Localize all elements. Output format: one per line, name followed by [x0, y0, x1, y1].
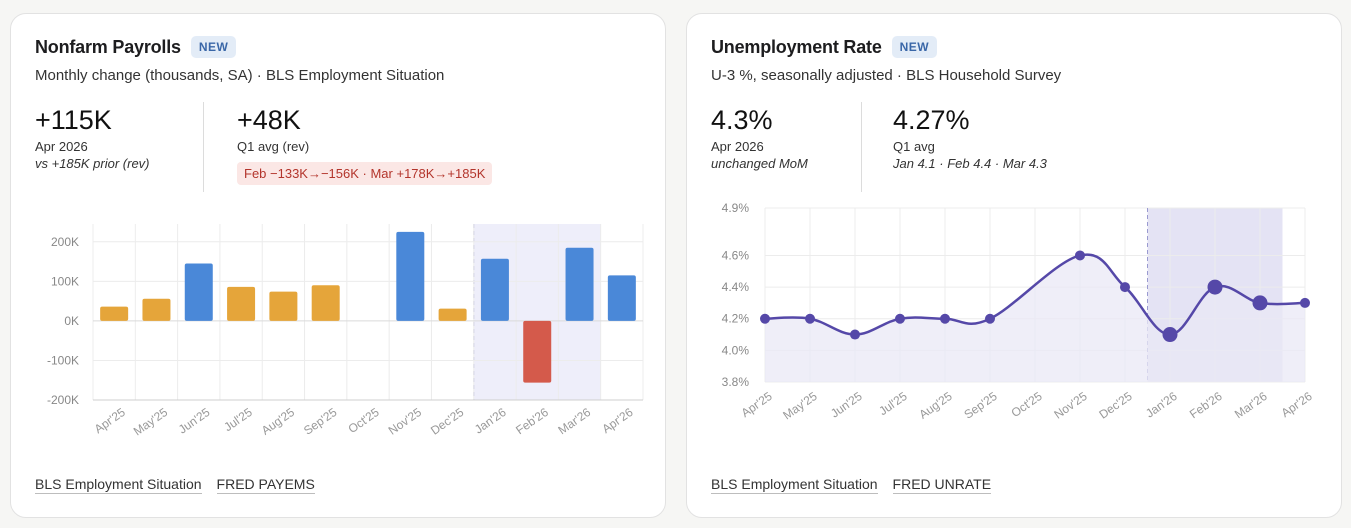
payrolls-xtick-label: Apr'25: [92, 405, 128, 436]
unemployment-point-Sep'25: [985, 313, 995, 324]
payrolls-bar-Apr'25: [100, 306, 129, 321]
payrolls-xtick-label: Jan'26: [472, 405, 509, 437]
unemployment-q1-value: 4.27%: [893, 105, 970, 135]
payrolls-link-fred[interactable]: FRED PAYEMS: [216, 476, 315, 494]
payrolls-ytick-label: 0K: [64, 314, 79, 328]
unemployment-xtick-label: Sep'25: [961, 389, 1000, 422]
unemployment-point-Jul'25: [895, 313, 905, 324]
unemployment-ytick-label: 4.4%: [722, 280, 750, 294]
unemployment-ytick-label: 4.0%: [722, 343, 750, 357]
unemployment-q1-stat: 4.27% Q1 avg Jan 4.1 · Feb 4.4 · Mar 4.3: [893, 104, 1047, 171]
unemployment-xtick-label: Jan'26: [1143, 389, 1180, 421]
payrolls-bar-Jul'25: [227, 286, 256, 321]
unemployment-ytick-label: 4.9%: [722, 201, 750, 215]
unemployment-point-Mar'26: [1252, 295, 1268, 311]
payrolls-q1-value: +48K: [237, 105, 301, 135]
payrolls-bar-Aug'25: [269, 291, 298, 321]
unemployment-q1-label: Q1 avg: [893, 139, 935, 154]
unemployment-point-Apr'25: [760, 313, 770, 324]
payrolls-xtick-label: Mar'26: [555, 405, 593, 437]
payrolls-ytick-label: -200K: [47, 393, 79, 407]
unemployment-xtick-label: Apr'25: [739, 389, 775, 420]
payrolls-bar-Feb'26: [523, 320, 552, 383]
payrolls-xtick-label: Sep'25: [301, 405, 340, 438]
unemployment-new-badge: NEW: [891, 36, 938, 58]
unemployment-xtick-label: Nov'25: [1051, 389, 1090, 422]
unemployment-xtick-label: Oct'25: [1009, 389, 1045, 420]
unemployment-point-Jan'26: [1162, 327, 1178, 343]
payrolls-xtick-label: Dec'25: [428, 405, 467, 438]
payrolls-bar-Jan'26: [480, 258, 509, 321]
unemployment-point-Jun'25: [850, 329, 860, 340]
unemployment-latest-stat: 4.3% Apr 2026 unchanged MoM: [711, 104, 808, 171]
payrolls-xtick-label: Oct'25: [346, 405, 382, 436]
payrolls-link-bls[interactable]: BLS Employment Situation: [35, 476, 202, 494]
unemployment-xtick-label: Mar'26: [1232, 389, 1270, 421]
unemployment-link-fred[interactable]: FRED UNRATE: [892, 476, 992, 494]
payrolls-q1-label: Q1 avg (rev): [237, 139, 310, 154]
payrolls-title-row: Nonfarm Payrolls NEW: [35, 36, 237, 58]
payrolls-latest-label: Apr 2026: [35, 139, 88, 154]
payrolls-source-links: BLS Employment Situation FRED PAYEMS: [35, 476, 315, 494]
payrolls-subtitle: Monthly change (thousands, SA) · BLS Emp…: [35, 67, 445, 84]
payrolls-q1-stat: +48K Q1 avg (rev) Feb −133K→−156K · Mar …: [237, 104, 493, 185]
payrolls-xtick-label: Aug'25: [259, 405, 298, 438]
unemployment-point-Nov'25: [1075, 250, 1085, 261]
unemployment-q1-note: Jan 4.1 · Feb 4.4 · Mar 4.3: [893, 156, 1047, 171]
payrolls-xtick-label: Jul'25: [221, 405, 255, 434]
payrolls-xtick-label: Jun'25: [176, 405, 213, 437]
unemployment-point-Feb'26: [1207, 279, 1223, 295]
unemployment-xtick-label: May'25: [780, 389, 820, 423]
unemployment-ytick-label: 3.8%: [722, 375, 750, 389]
payrolls-stat-divider: [203, 102, 204, 192]
payrolls-bar-Nov'25: [396, 231, 425, 321]
unemployment-title: Unemployment Rate: [711, 36, 882, 57]
payrolls-latest-stat: +115K Apr 2026 vs +185K prior (rev): [35, 104, 150, 171]
payrolls-title: Nonfarm Payrolls: [35, 36, 181, 57]
unemployment-point-Dec'25: [1120, 282, 1130, 293]
payrolls-new-badge: NEW: [190, 36, 237, 58]
payrolls-bar-Mar'26: [565, 247, 594, 321]
payrolls-latest-value: +115K: [35, 105, 112, 135]
unemployment-xtick-label: Jun'25: [828, 389, 865, 421]
unemployment-point-Aug'25: [940, 313, 950, 324]
payrolls-ytick-label: 100K: [51, 274, 79, 288]
payrolls-bar-Apr'26: [607, 275, 636, 321]
unemployment-source-links: BLS Employment Situation FRED UNRATE: [711, 476, 992, 494]
unemployment-link-bls[interactable]: BLS Employment Situation: [711, 476, 878, 494]
payrolls-xtick-label: Nov'25: [386, 405, 425, 438]
unemployment-ytick-label: 4.2%: [722, 312, 750, 326]
payrolls-xtick-label: Apr'26: [599, 405, 635, 436]
unemployment-latest-value: 4.3%: [711, 105, 773, 135]
payrolls-latest-note: vs +185K prior (rev): [35, 156, 150, 171]
unemployment-subtitle: U-3 %, seasonally adjusted · BLS Househo…: [711, 67, 1062, 84]
payrolls-bar-Jun'25: [184, 263, 213, 321]
unemployment-xtick-label: Aug'25: [916, 389, 955, 422]
unemployment-ytick-label: 4.6%: [722, 248, 750, 262]
payrolls-bar-May'25: [142, 298, 171, 321]
unemployment-xtick-label: Feb'26: [1187, 389, 1225, 421]
unemployment-latest-label: Apr 2026: [711, 139, 764, 154]
unemployment-area: [765, 254, 1305, 382]
unemployment-title-row: Unemployment Rate NEW: [711, 36, 938, 58]
payrolls-card: Nonfarm Payrolls NEW Monthly change (tho…: [10, 13, 666, 518]
unemployment-xtick-label: Apr'26: [1279, 389, 1315, 420]
unemployment-xtick-label: Dec'25: [1096, 389, 1135, 422]
unemployment-xtick-label: Jul'25: [876, 389, 910, 418]
payrolls-bar-Dec'25: [438, 308, 467, 321]
payrolls-bar-Sep'25: [311, 285, 340, 321]
unemployment-latest-note: unchanged MoM: [711, 156, 808, 171]
payrolls-ytick-label: 200K: [51, 235, 79, 249]
unemployment-line-chart: 4.9% 4.6% 4.4% 4.2% 4.0% 3.8%Apr'25 May'25 Jun'…: [722, 201, 1315, 423]
payrolls-ytick-label: -100K: [47, 353, 79, 367]
unemployment-card: Unemployment Rate NEW U-3 %, seasonally …: [686, 13, 1342, 518]
payrolls-xtick-label: Feb'26: [513, 405, 551, 437]
unemployment-point-Apr'26: [1300, 297, 1310, 308]
payrolls-xtick-label: May'25: [131, 405, 171, 439]
payrolls-revision-pill: Feb −133K→−156K · Mar +178K→+185K: [237, 162, 493, 185]
unemployment-point-May'25: [805, 313, 815, 324]
unemployment-stat-divider: [861, 102, 862, 192]
payrolls-bar-chart: 200K 100K 0K -100K -200K Apr'25 May'25 Jun'25 Ju…: [47, 224, 644, 439]
